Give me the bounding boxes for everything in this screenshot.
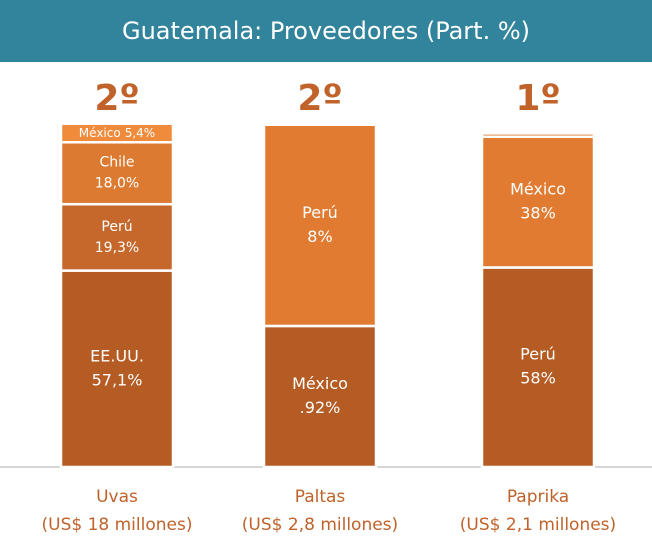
header-bar xyxy=(0,0,652,62)
category-label: Uvas xyxy=(96,487,138,507)
category-subtitle: (US$ 2,1 millones) xyxy=(460,515,616,535)
category-subtitle: (US$ 18 millones) xyxy=(42,515,193,535)
segment-name: México xyxy=(510,180,566,199)
bar-segment xyxy=(262,121,378,126)
bar-segment xyxy=(480,266,596,469)
category-subtitle: (US$ 2,8 millones) xyxy=(242,515,398,535)
bar-segment xyxy=(480,135,596,269)
segment-label-part: México xyxy=(79,125,121,139)
rank-label: 1º xyxy=(515,78,560,119)
segment-name: Perú xyxy=(101,219,132,235)
segment-name: Chile xyxy=(99,155,134,171)
segment-value-label: 58% xyxy=(520,369,556,388)
bar-segment xyxy=(262,123,378,328)
segment-name: México xyxy=(292,374,348,393)
segment-label-part: 5,4% xyxy=(125,125,156,139)
segment-value-label: 8% xyxy=(307,227,332,246)
segment-value-label: 18,0% xyxy=(95,176,139,192)
rank-label: 2º xyxy=(94,78,139,119)
segment-value-label: 19,3% xyxy=(95,240,139,256)
segment-value-label: 57,1% xyxy=(92,370,143,389)
bar-segment xyxy=(59,269,175,469)
bar-segment xyxy=(59,202,175,272)
segment-name: EE.UU. xyxy=(90,346,144,365)
segment-label: México 5,4% xyxy=(79,125,155,139)
rank-label: 2º xyxy=(297,78,342,119)
segment-name: Perú xyxy=(302,203,338,222)
category-label: Paltas xyxy=(295,487,346,507)
segment-value-label: .92% xyxy=(300,398,341,417)
bar-segment xyxy=(59,141,175,206)
segment-value-label: 38% xyxy=(520,204,556,223)
bar-segment xyxy=(59,122,175,144)
category-label: Paprika xyxy=(507,487,569,507)
chart-title: Guatemala: Proveedores (Part. %) xyxy=(122,17,530,45)
segment-name: Perú xyxy=(520,345,556,364)
bar-segment xyxy=(262,324,378,469)
bar-segment xyxy=(480,129,596,135)
